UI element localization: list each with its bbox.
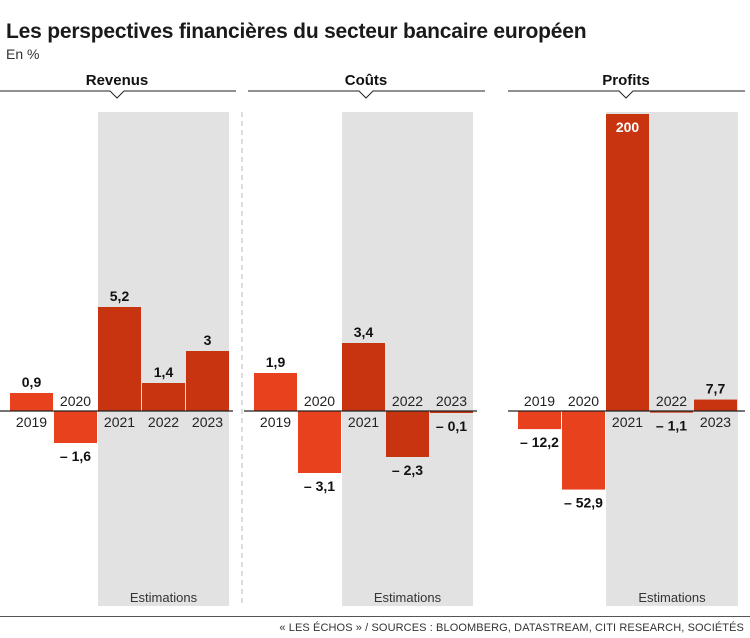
revenus-bar-2022: [142, 383, 185, 411]
revenus-value-label: – 1,6: [60, 448, 91, 464]
revenus-value-label: 5,2: [110, 288, 130, 304]
chart-subtitle: En %: [6, 46, 40, 62]
revenus-bar-2023: [186, 351, 229, 411]
couts-value-label: 3,4: [354, 324, 374, 340]
couts-category-label: 2021: [348, 414, 379, 430]
profits-estimation-label: Estimations: [638, 590, 706, 605]
profits-value-label: – 52,9: [564, 495, 603, 511]
couts-header-rule: [248, 90, 485, 99]
footer-divider: [0, 616, 750, 617]
revenus-value-label: 3: [204, 332, 212, 348]
profits-header-rule: [508, 90, 745, 99]
revenus-category-label: 2021: [104, 414, 135, 430]
profits-category-label: 2019: [524, 393, 555, 409]
profits-category-label: 2020: [568, 393, 599, 409]
revenus-header-rule: [0, 90, 236, 99]
couts-estimation-label: Estimations: [374, 590, 442, 605]
couts-value-label: – 0,1: [436, 418, 467, 434]
couts-bar-2019: [254, 373, 297, 411]
revenus-category-label: 2022: [148, 414, 179, 430]
profits-bar-2020: [562, 411, 605, 490]
profits-value-label: – 1,1: [656, 418, 687, 434]
profits-category-label: 2023: [700, 414, 731, 430]
couts-category-label: 2022: [392, 393, 423, 409]
source-note: « LES ÉCHOS » / SOURCES : BLOOMBERG, DAT…: [279, 622, 744, 634]
couts-panel-title: Coûts: [345, 72, 388, 89]
profits-value-label: – 12,2: [520, 434, 559, 450]
revenus-value-label: 1,4: [154, 364, 174, 380]
couts-bar-2020: [298, 411, 341, 473]
couts-category-label: 2019: [260, 414, 291, 430]
couts-bar-2021: [342, 343, 385, 411]
couts-value-label: – 3,1: [304, 478, 335, 494]
profits-bar-2023: [694, 399, 737, 411]
profits-category-label: 2022: [656, 393, 687, 409]
profits-bar-2022: [650, 411, 693, 413]
revenus-category-label: 2019: [16, 414, 47, 430]
revenus-estimation-label: Estimations: [130, 590, 198, 605]
revenus-bar-2020: [54, 411, 97, 443]
profits-panel-title: Profits: [602, 72, 650, 89]
couts-value-label: 1,9: [266, 354, 286, 370]
couts-category-label: 2023: [436, 393, 467, 409]
profits-category-label: 2021: [612, 414, 643, 430]
revenus-bar-2019: [10, 393, 53, 411]
couts-bar-2023: [430, 411, 473, 413]
profits-value-label: 7,7: [706, 381, 726, 397]
profits-bar-2021: [606, 114, 649, 411]
revenus-bar-2021: [98, 307, 141, 411]
revenus-panel-title: Revenus: [86, 72, 149, 89]
revenus-value-label: 0,9: [22, 374, 42, 390]
profits-value-label: 200: [616, 119, 640, 135]
couts-bar-2022: [386, 411, 429, 457]
profits-bar-2019: [518, 411, 561, 430]
couts-value-label: – 2,3: [392, 462, 423, 478]
couts-category-label: 2020: [304, 393, 335, 409]
chart-title: Les perspectives financières du secteur …: [6, 20, 587, 43]
revenus-category-label: 2020: [60, 393, 91, 409]
revenus-category-label: 2023: [192, 414, 223, 430]
